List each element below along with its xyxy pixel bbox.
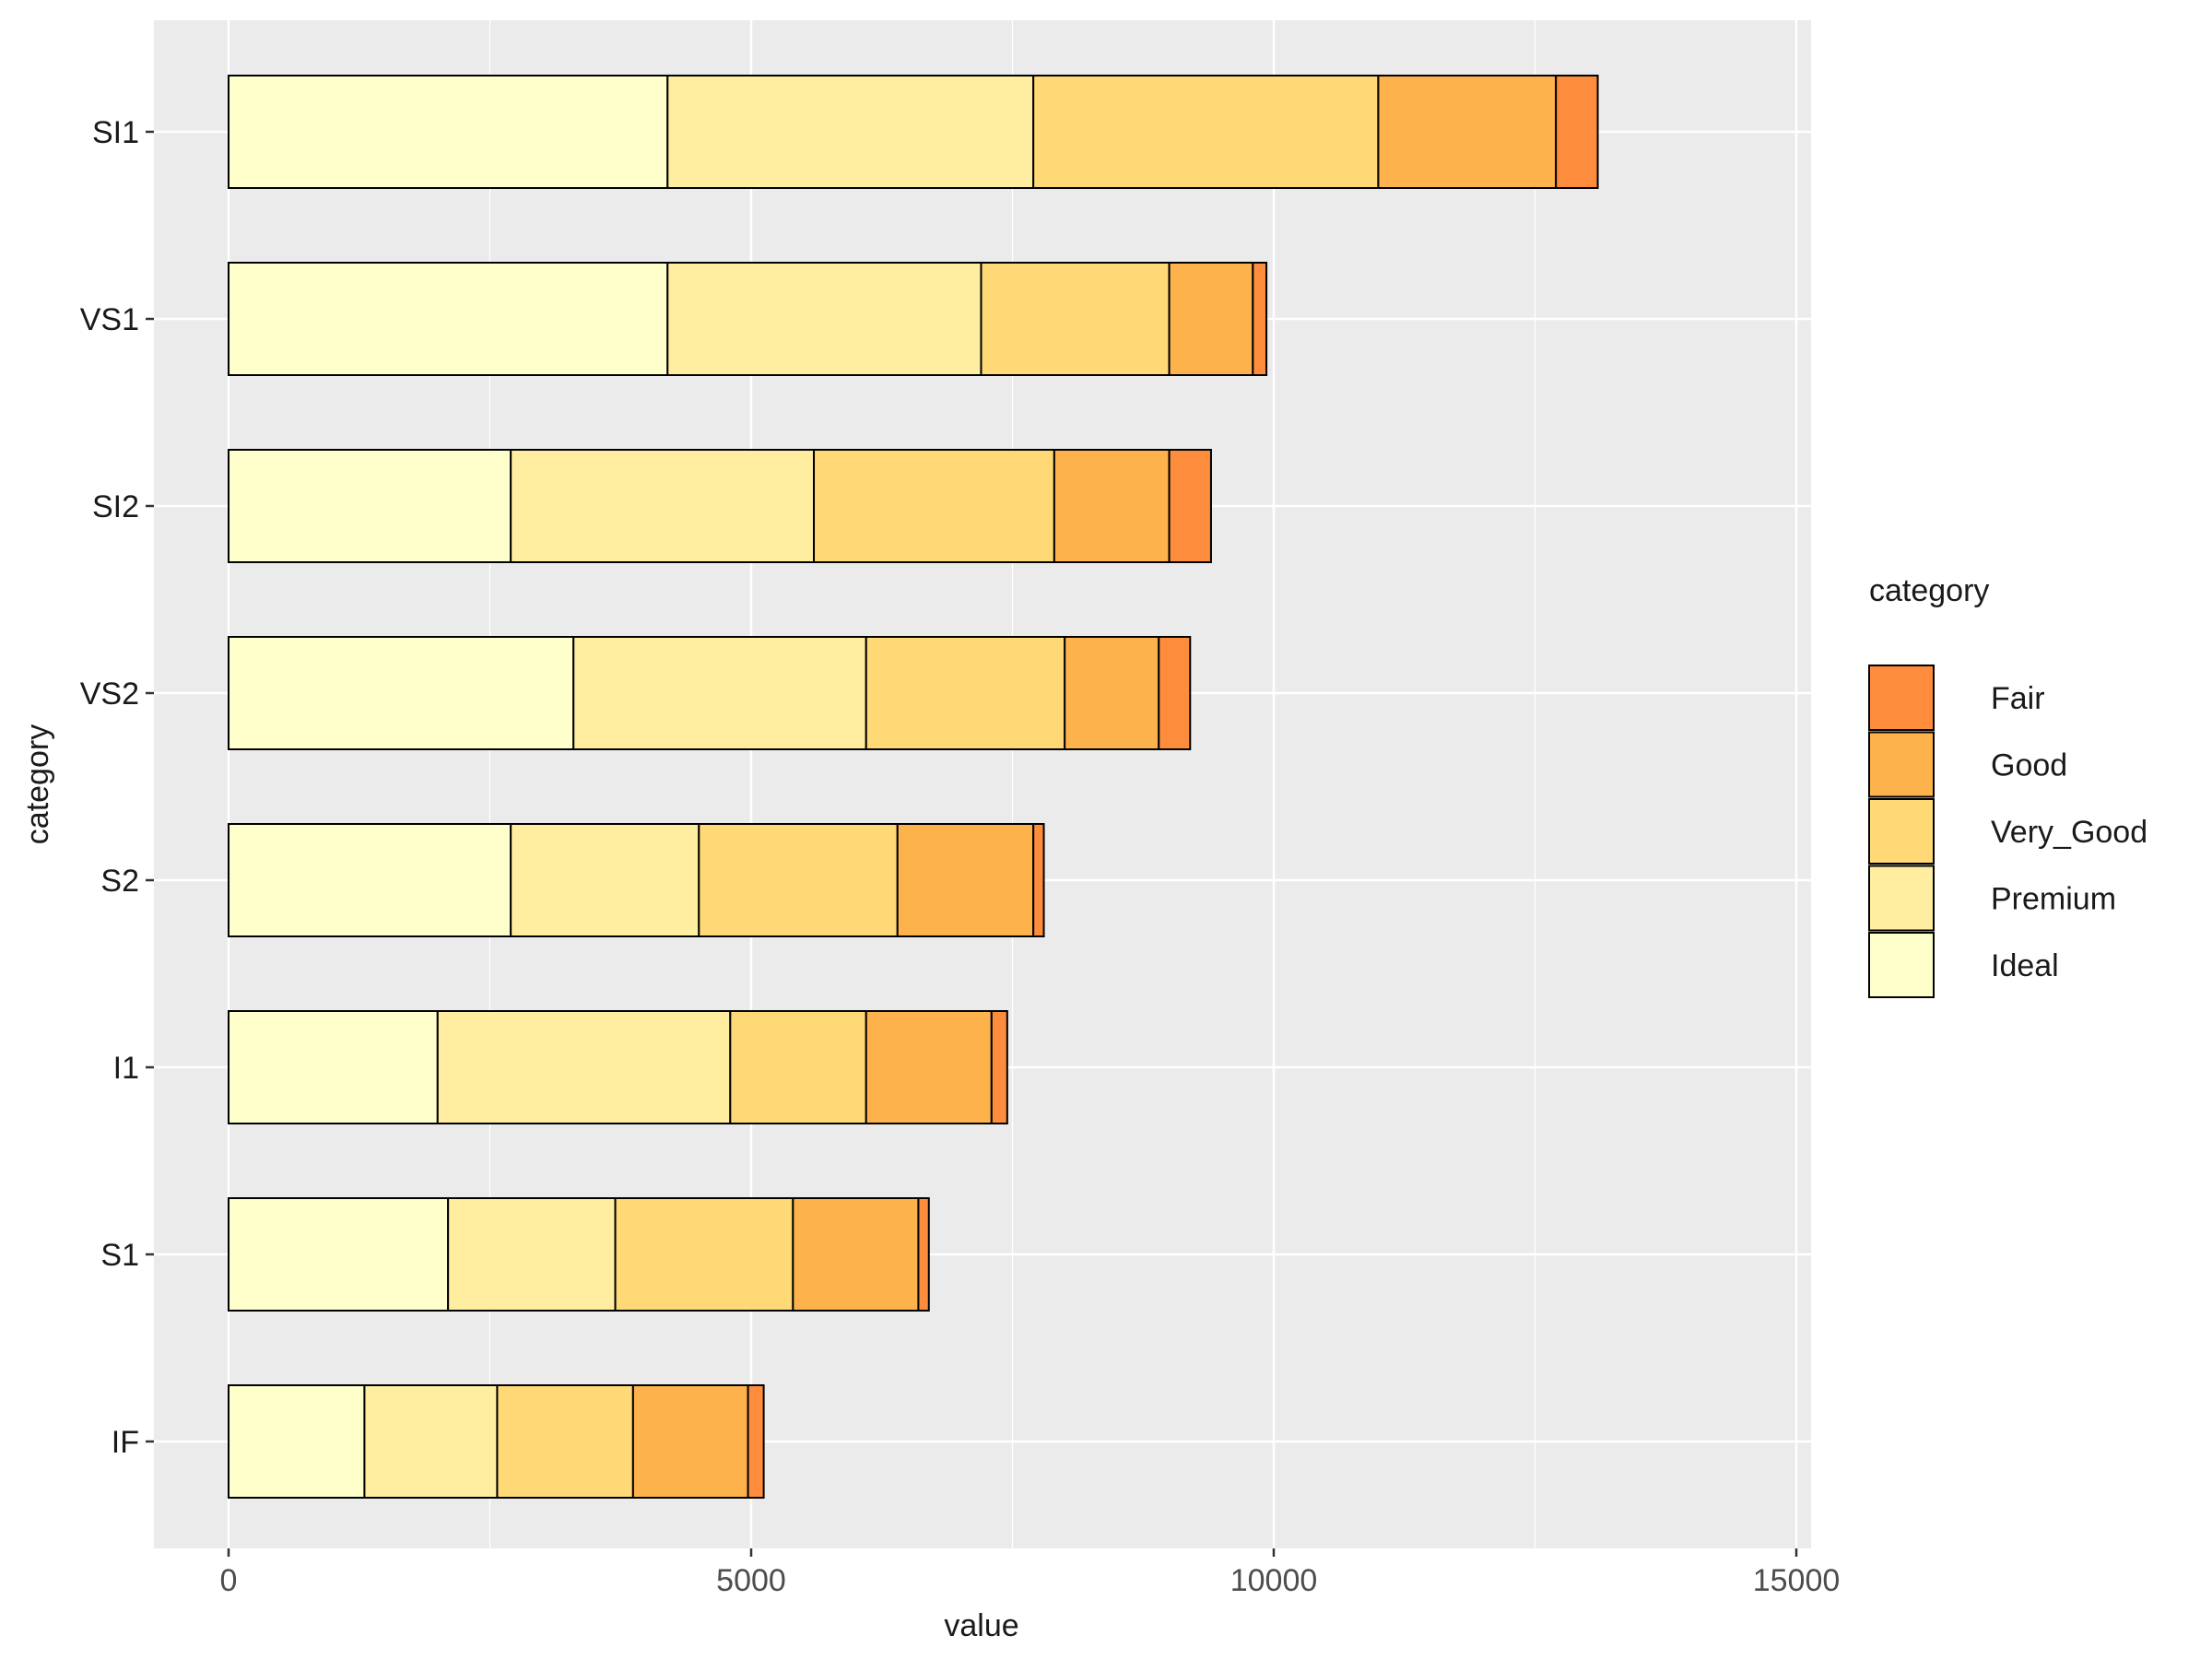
- bars: [228, 75, 1599, 1499]
- y-axis-title: category: [20, 724, 55, 844]
- legend-key-premium: [1868, 865, 1935, 932]
- bar-segment-ideal: [228, 1197, 450, 1312]
- bar-segment-premium: [436, 1010, 732, 1124]
- x-axis-title: value: [944, 1608, 1018, 1643]
- bar-segment-very-good: [729, 1010, 867, 1124]
- y-tick-label: VS1: [80, 302, 139, 337]
- bar-segment-very-good: [614, 1197, 794, 1312]
- x-tick-label: 15000: [1753, 1563, 1841, 1598]
- bar-segment-good: [792, 1197, 920, 1312]
- y-tick-label: SI1: [92, 115, 139, 150]
- y-tick-label: VS2: [80, 677, 139, 712]
- bar-segment-ideal: [228, 1384, 366, 1499]
- bar-segment-fair: [747, 1384, 765, 1499]
- bar-segment-fair: [917, 1197, 930, 1312]
- bar-segment-good: [1053, 449, 1171, 563]
- bar-segment-premium: [510, 823, 700, 937]
- legend-key-good: [1868, 731, 1935, 798]
- y-tick-label: SI2: [92, 489, 139, 524]
- legend-label: Good: [1991, 748, 2067, 783]
- bar-segment-fair: [990, 1010, 1008, 1124]
- legend-key-ideal: [1868, 932, 1935, 998]
- bar-segment-good: [1168, 262, 1254, 376]
- bar-segment-good: [631, 1384, 749, 1499]
- bar-segment-good: [1064, 636, 1160, 750]
- legend-key-fair: [1868, 665, 1935, 731]
- bar-segment-very-good: [865, 636, 1066, 750]
- bar-segment-fair: [1032, 823, 1045, 937]
- legend: category Fair Good Very_Good Premium Ideal: [1868, 573, 2147, 998]
- x-axis: 0 5000 10000 15000: [220, 1548, 1841, 1598]
- bar-segment-good: [1377, 75, 1558, 189]
- bar-segment-very-good: [1032, 75, 1380, 189]
- bar-segment-premium: [666, 262, 982, 376]
- bar-segment-very-good: [813, 449, 1055, 563]
- bar-segment-fair: [1252, 262, 1268, 376]
- legend-label: Very_Good: [1991, 815, 2147, 850]
- bar-segment-ideal: [228, 636, 575, 750]
- x-tick-label: 5000: [716, 1563, 786, 1598]
- legend-label: Ideal: [1991, 948, 2059, 983]
- bar-segment-good: [865, 1010, 993, 1124]
- bar-segment-ideal: [228, 823, 512, 937]
- bar-segment-fair: [1555, 75, 1599, 189]
- bar-segment-premium: [363, 1384, 499, 1499]
- bar-segment-very-good: [980, 262, 1171, 376]
- bar-segment-ideal: [228, 449, 512, 563]
- y-tick-label: S1: [100, 1238, 139, 1273]
- x-tick-label: 0: [220, 1563, 238, 1598]
- bar-segment-fair: [1168, 449, 1212, 563]
- bar-segment-ideal: [228, 1010, 439, 1124]
- bar-segment-good: [896, 823, 1035, 937]
- legend-key-very-good: [1868, 798, 1935, 865]
- bar-segment-premium: [510, 449, 816, 563]
- legend-title: category: [1869, 573, 1989, 608]
- bar-segment-fair: [1158, 636, 1192, 750]
- y-tick-label: IF: [112, 1425, 139, 1460]
- y-axis: SI1 VS1 SI2 VS2 S2 I1 S1 IF: [80, 115, 154, 1460]
- x-tick-label: 10000: [1230, 1563, 1318, 1598]
- legend-label: Premium: [1991, 882, 2116, 917]
- y-tick-label: I1: [113, 1051, 139, 1086]
- legend-label: Fair: [1991, 681, 2045, 716]
- bar-segment-ideal: [228, 75, 669, 189]
- plot-panel: [154, 20, 1811, 1548]
- bar-segment-very-good: [496, 1384, 634, 1499]
- bar-segment-premium: [666, 75, 1035, 189]
- y-tick-label: S2: [100, 864, 139, 899]
- bar-segment-ideal: [228, 262, 669, 376]
- bar-segment-premium: [447, 1197, 617, 1312]
- bar-segment-premium: [572, 636, 867, 750]
- bar-segment-very-good: [698, 823, 899, 937]
